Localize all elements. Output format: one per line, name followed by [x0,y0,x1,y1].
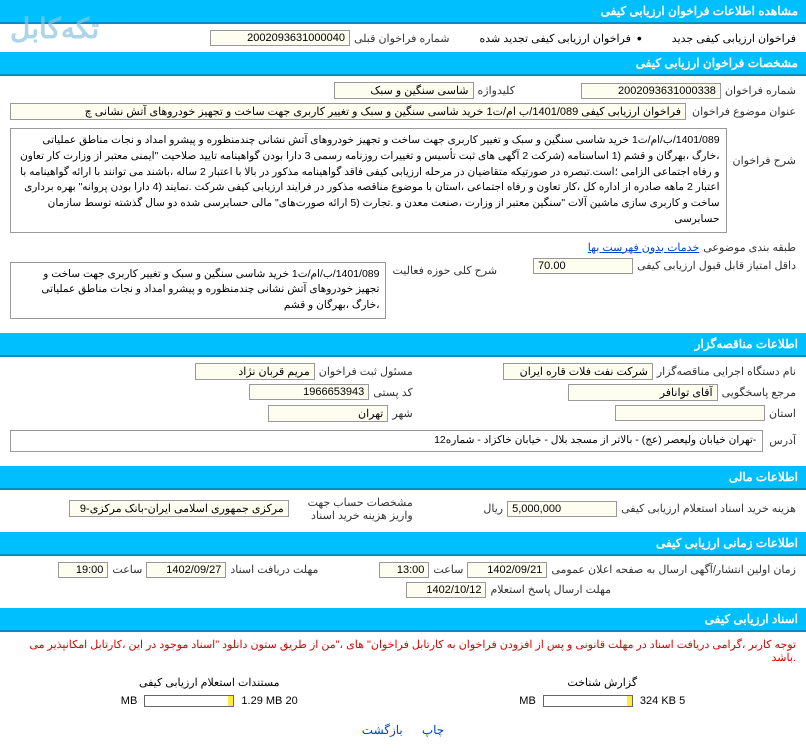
postcode-label: کد پستی [373,386,412,399]
desc-label: شرح فراخوان [733,154,796,167]
account-label: مشخصات حساب جهت واریز هزینه خرید اسناد [293,496,413,522]
renew-call-option: فراخوان ارزیابی کیفی تجدید شده [480,30,642,46]
pub-date-field: 1402/09/21 [467,562,547,578]
responder-label: مرجع پاسخگویی [722,386,796,399]
pub-time-label: ساعت [433,563,463,576]
deadline-time-label: ساعت [112,563,142,576]
prev-call-no-field: 2002093631000040 [210,30,350,46]
report-used: 324 KB [640,695,676,707]
prev-call-no-label: شماره فراخوان قبلی [354,32,450,45]
responder-field: آقای توانافر [568,384,718,401]
desc-textbox: 1401/089/ب/ام/ت1 خرید شاسی سنگین و سبک و… [10,128,727,233]
deadline-date-field: 1402/09/27 [146,562,226,578]
city-label: شهر [392,407,412,420]
new-call-option: فراخوان ارزیابی کیفی جدید [672,32,796,45]
keyword-field: شاسی سنگین و سبک [334,82,474,99]
registrar-field: مریم قربان نژاد [195,363,315,380]
section-auctioneer-header: اطلاعات مناقصه‌گزار [0,333,806,357]
call-no-label: شماره فراخوان [725,84,796,97]
org-field: شرکت نفت فلات قاره ایران [503,363,653,380]
org-label: نام دستگاه اجرایی مناقصه‌گزار [657,365,796,378]
section-financial-header: اطلاعات مالی [0,466,806,490]
report-progress [543,695,633,707]
province-field [615,405,765,421]
section-specs-header: مشخصات فراخوان ارزیابی کیفی [0,52,806,76]
section-timing-header: اطلاعات زمانی ارزیابی کیفی [0,532,806,556]
city-field: تهران [268,405,388,422]
keyword-label: کلیدواژه [478,84,515,97]
subject-field: فراخوان ارزیابی کیفی 1401/089/ب ام/ت1 خر… [10,103,686,120]
call-no-field: 2002093631000338 [581,83,721,99]
report-doc: گزارش شناخت 5 MB 324 KB [519,676,685,707]
response-date-field: 1402/10/12 [406,582,486,598]
logo: تکه‌کابل [10,12,99,45]
eval-doc-label: مستندات استعلام ارزیابی کیفی [121,676,298,689]
eval-doc: مستندات استعلام ارزیابی کیفی 20 MB 1.29 … [121,676,298,707]
postcode-field: 1966653943 [249,384,369,400]
currency-label: ریال [483,502,503,515]
eval-progress [144,695,234,707]
subject-label: عنوان موضوع فراخوان [692,105,796,118]
category-label: طبقه بندی موضوعی [703,241,796,254]
activity-label: شرح کلی حوزه فعالیت [392,264,497,277]
account-field: مرکزی جمهوری اسلامی ایران-بانک مرکزی-9 [69,500,289,517]
docs-note: توجه کاربر ،گرامی دریافت اسناد در مهلت ق… [0,632,806,670]
cost-field: 5,000,000 [507,501,617,517]
section-docs-header: اسناد ارزیابی کیفی [0,608,806,632]
back-link[interactable]: بازگشت [362,723,403,737]
response-label: مهلت ارسال پاسخ استعلام [490,583,611,596]
print-link[interactable]: چاپ [422,723,444,737]
cost-label: هزینه خرید اسناد استعلام ارزیابی کیفی [621,502,796,515]
address-label: آدرس [769,434,796,447]
activity-textbox: 1401/089/ب/ام/ت1 خرید شاسی سنگین و سبک و… [10,262,386,319]
deadline-time-field: 19:00 [58,562,108,578]
section-view-header: مشاهده اطلاعات فراخوان ارزیابی کیفی [0,0,806,24]
eval-used: 1.29 MB [241,695,282,707]
deadline-label: مهلت دریافت اسناد [230,563,318,576]
registrar-label: مسئول ثبت فراخوان [319,365,413,378]
pub-time-field: 13:00 [379,562,429,578]
category-link[interactable]: خدمات بدون فهرست بها [588,241,699,254]
address-field: -تهران خیابان ولیعصر (عج) - بالاتر از مس… [10,430,763,452]
min-score-label: داقل امتیاز قابل قبول ارزیابی کیفی [637,259,796,272]
min-score-field: 70.00 [533,258,633,274]
pub-label: زمان اولین انتشار/آگهی ارسال به صفحه اعل… [551,563,796,576]
province-label: استان [769,407,796,420]
report-doc-label: گزارش شناخت [519,676,685,689]
